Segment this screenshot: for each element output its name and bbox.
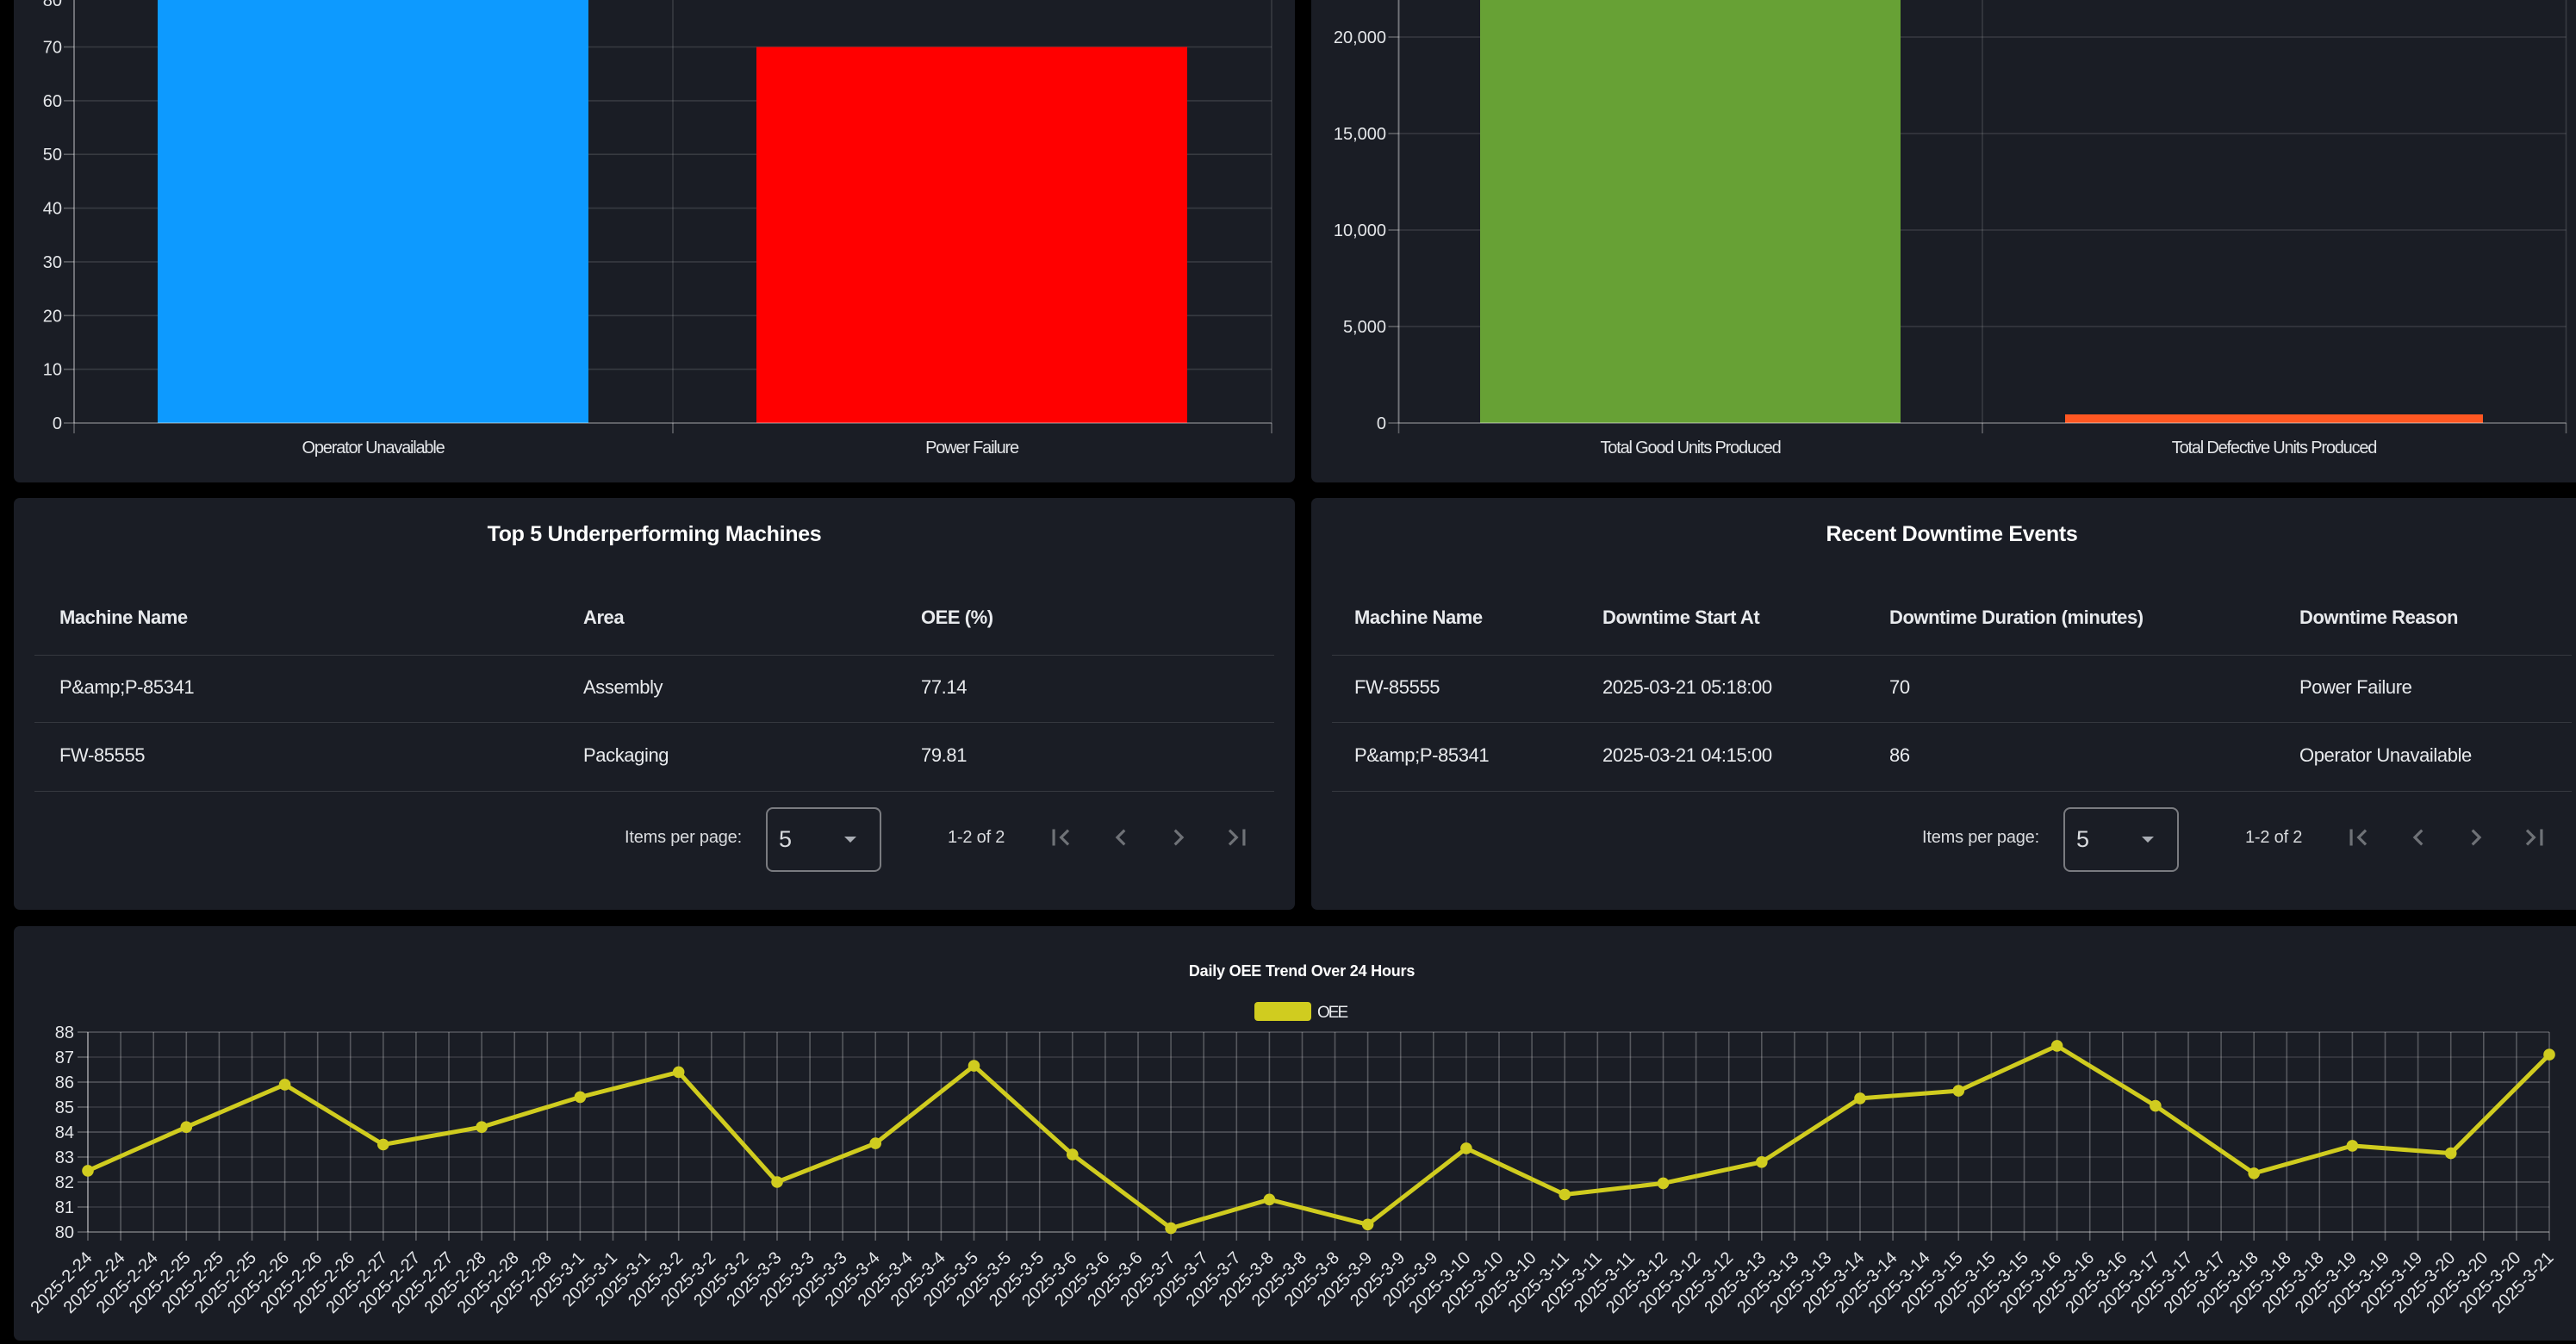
svg-text:82: 82 xyxy=(55,1173,74,1192)
svg-text:50: 50 xyxy=(43,146,62,165)
svg-text:85: 85 xyxy=(55,1098,74,1117)
svg-text:15,000: 15,000 xyxy=(1334,125,1386,144)
svg-text:0: 0 xyxy=(53,414,62,433)
svg-text:Power Failure: Power Failure xyxy=(925,439,1019,457)
svg-text:81: 81 xyxy=(55,1198,74,1217)
svg-text:87: 87 xyxy=(55,1048,74,1067)
svg-text:Daily OEE Trend Over 24 Hours: Daily OEE Trend Over 24 Hours xyxy=(1189,962,1415,980)
svg-text:40: 40 xyxy=(43,200,62,219)
svg-text:80: 80 xyxy=(43,0,62,10)
svg-text:Total Defective Units Produced: Total Defective Units Produced xyxy=(2172,439,2377,457)
svg-text:70: 70 xyxy=(43,39,62,58)
svg-text:10: 10 xyxy=(43,361,62,380)
svg-text:86: 86 xyxy=(55,1073,74,1092)
svg-text:80: 80 xyxy=(55,1223,74,1242)
svg-text:20,000: 20,000 xyxy=(1334,28,1386,47)
svg-text:Total Good Units Produced: Total Good Units Produced xyxy=(1600,439,1780,457)
svg-text:84: 84 xyxy=(55,1123,74,1142)
svg-text:30: 30 xyxy=(43,253,62,272)
svg-text:5,000: 5,000 xyxy=(1343,318,1386,337)
svg-text:10,000: 10,000 xyxy=(1334,221,1386,240)
svg-text:Operator Unavailable: Operator Unavailable xyxy=(302,439,445,457)
svg-text:0: 0 xyxy=(1377,414,1386,433)
svg-text:OEE: OEE xyxy=(1317,1004,1347,1022)
svg-text:60: 60 xyxy=(43,92,62,111)
svg-text:20: 20 xyxy=(43,307,62,326)
svg-text:83: 83 xyxy=(55,1148,74,1167)
svg-text:88: 88 xyxy=(55,1024,74,1042)
